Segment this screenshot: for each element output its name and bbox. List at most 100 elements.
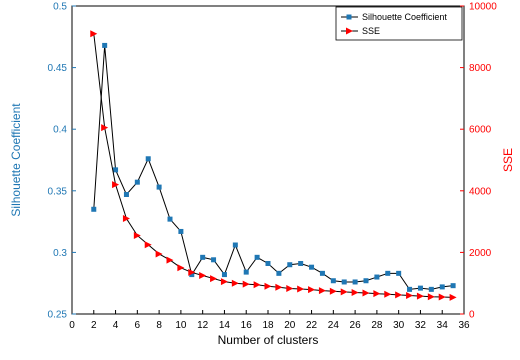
data-point-silhouette: [319, 270, 325, 276]
data-point-sse: [144, 241, 152, 249]
x-axis-label: Number of clusters: [218, 333, 319, 347]
data-point-sse: [133, 231, 141, 239]
series-layer: [90, 30, 457, 301]
left-y-tick-label: 0.5: [53, 2, 67, 13]
data-point-silhouette: [254, 254, 260, 260]
data-point-sse: [340, 288, 348, 296]
data-point-silhouette: [145, 156, 151, 162]
data-point-sse: [438, 293, 446, 301]
data-point-silhouette: [102, 42, 108, 48]
series-line-silhouette: [93, 45, 454, 290]
x-tick-label: 12: [197, 320, 209, 331]
data-point-silhouette: [407, 286, 413, 292]
data-point-sse: [318, 287, 326, 295]
legend-label-sse: SSE: [362, 26, 380, 36]
left-y-tick-label: 0.3: [53, 248, 67, 259]
series-line-sse: [93, 33, 454, 298]
left-y-tick-label: 0.25: [48, 310, 68, 321]
data-point-silhouette: [276, 270, 282, 276]
right-y-tick-label: 8000: [469, 63, 492, 74]
data-point-sse: [199, 272, 207, 279]
x-tick-label: 4: [113, 320, 119, 331]
data-point-silhouette: [221, 272, 227, 278]
data-point-silhouette: [450, 283, 456, 289]
data-point-sse: [406, 292, 414, 300]
legend-label-silhouette: Silhouette Coefficient: [362, 12, 447, 22]
x-tick-label: 0: [69, 320, 75, 331]
x-tick-label: 16: [241, 320, 253, 331]
data-point-silhouette: [374, 274, 380, 280]
data-point-silhouette: [385, 270, 391, 276]
left-y-tick-label: 0.4: [53, 125, 67, 136]
x-tick-label: 32: [415, 320, 427, 331]
x-tick-label: 20: [284, 320, 296, 331]
right-y-tick-label: 4000: [469, 186, 492, 197]
data-point-sse: [449, 293, 457, 301]
data-point-sse: [90, 30, 98, 38]
data-point-sse: [362, 289, 370, 297]
left-y-tick-label: 0.45: [48, 63, 68, 74]
data-point-sse: [297, 285, 305, 293]
data-point-silhouette: [91, 206, 97, 212]
x-tick-label: 8: [156, 320, 162, 331]
data-point-silhouette: [428, 286, 434, 292]
data-point-silhouette: [113, 167, 119, 173]
data-point-sse: [101, 124, 109, 132]
data-point-sse: [122, 215, 130, 223]
x-tick-label: 24: [328, 320, 340, 331]
data-point-sse: [231, 279, 239, 287]
data-point-sse: [264, 282, 272, 290]
data-point-sse: [275, 283, 283, 291]
x-tick-label: 34: [437, 320, 449, 331]
x-tick-label: 14: [219, 320, 231, 331]
data-point-sse: [351, 288, 359, 296]
data-point-silhouette: [211, 257, 217, 263]
data-point-silhouette: [363, 278, 369, 284]
data-point-silhouette: [439, 284, 445, 290]
data-point-silhouette: [417, 285, 423, 291]
right-y-tick-label: 6000: [469, 125, 492, 136]
data-point-silhouette: [167, 216, 173, 222]
data-point-silhouette: [232, 242, 238, 248]
data-point-sse: [373, 290, 381, 298]
data-point-silhouette: [287, 262, 293, 268]
x-tick-label: 36: [458, 320, 470, 331]
data-point-silhouette: [298, 260, 304, 266]
data-point-silhouette: [243, 269, 249, 275]
data-point-silhouette: [189, 272, 195, 278]
x-tick-label: 26: [350, 320, 362, 331]
right-y-tick-label: 10000: [469, 2, 497, 13]
data-point-silhouette: [134, 179, 140, 185]
data-point-sse: [395, 291, 403, 299]
x-tick-label: 28: [371, 320, 383, 331]
data-point-sse: [210, 275, 218, 283]
legend-box: [335, 6, 463, 41]
data-point-silhouette: [330, 278, 336, 284]
right-y-axis: 0 2000 4000 6000 8000 10000: [460, 2, 497, 321]
x-tick-label: 2: [91, 320, 97, 331]
x-tick-label: 22: [306, 320, 318, 331]
data-point-silhouette: [396, 270, 402, 276]
data-point-sse: [286, 284, 294, 292]
data-point-silhouette: [341, 279, 347, 285]
data-point-silhouette: [309, 264, 315, 270]
x-tick-label: 10: [175, 320, 187, 331]
data-point-sse: [329, 287, 337, 295]
legend: Silhouette Coefficient SSE: [335, 6, 463, 41]
data-point-silhouette: [352, 279, 358, 285]
left-y-tick-label: 0.35: [48, 186, 68, 197]
data-point-sse: [155, 250, 163, 258]
data-point-sse: [384, 290, 392, 298]
data-point-sse: [188, 268, 196, 276]
x-tick-label: 6: [135, 320, 141, 331]
right-y-axis-label: SSE: [501, 148, 515, 172]
plot-area-frame: [71, 5, 465, 315]
data-point-silhouette: [156, 184, 162, 190]
left-y-axis: 0.25 0.3 0.35 0.4 0.45 0.5: [48, 2, 76, 321]
right-y-tick-label: 0: [469, 310, 475, 321]
legend-marker-silhouette: [346, 14, 352, 20]
right-y-tick-label: 2000: [469, 248, 492, 259]
x-axis: 0 2 4 6 8 10 12 14 16 18 20 22 24 26 28 30 32 34 36: [69, 310, 470, 331]
